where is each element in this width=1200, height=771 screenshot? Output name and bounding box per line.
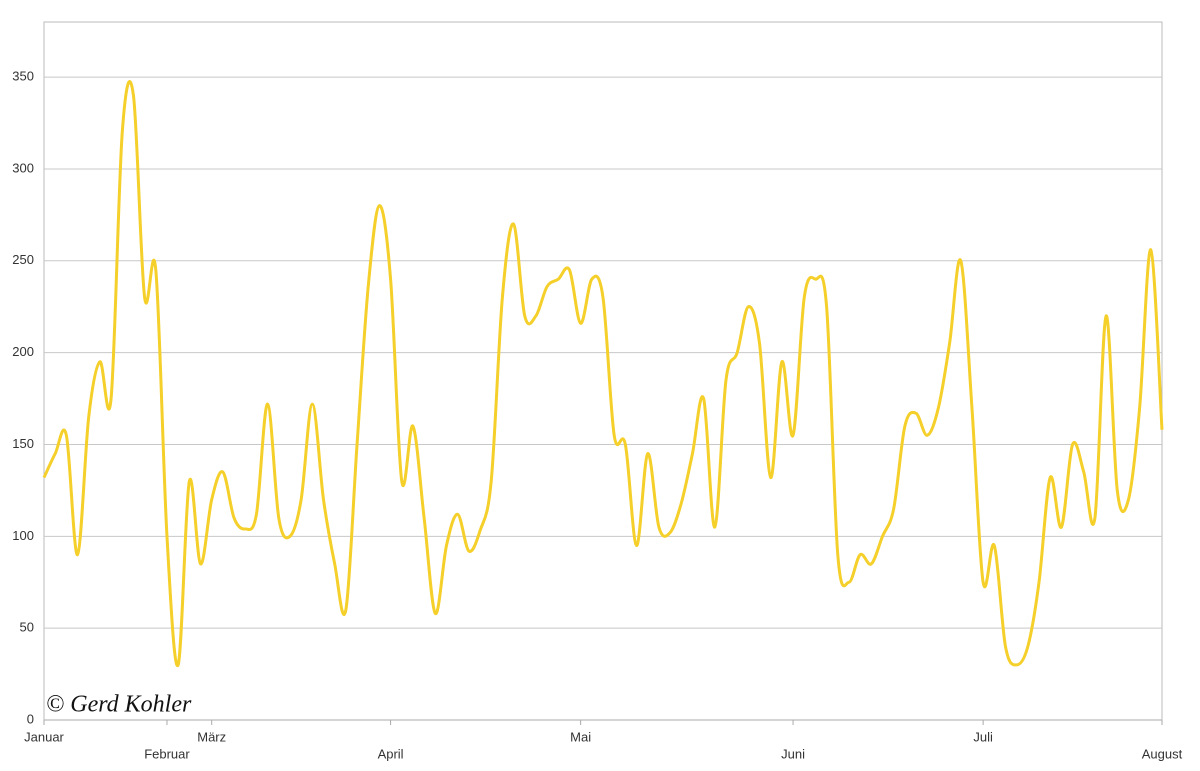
x-tick-label: März (197, 729, 226, 744)
x-tick-label: August (1142, 746, 1183, 761)
y-tick-label: 250 (12, 252, 34, 267)
y-tick-label: 150 (12, 436, 34, 451)
x-tick-label: Mai (570, 729, 591, 744)
plot-frame (43, 21, 1163, 721)
x-tick-label: Juni (781, 746, 805, 761)
x-tick-label: Februar (144, 746, 190, 761)
y-tick-label: 300 (12, 160, 34, 175)
y-tick-label: 350 (12, 69, 34, 84)
y-tick-label: 50 (20, 620, 34, 635)
x-tick-label: Juli (973, 729, 993, 744)
y-tick-label: 200 (12, 344, 34, 359)
y-tick-label: 100 (12, 528, 34, 543)
watermark: © Gerd Kohler (46, 692, 192, 718)
x-tick-label: Januar (24, 729, 64, 744)
x-tick-label: April (378, 746, 404, 761)
data-line (42, 80, 1164, 668)
y-tick-label: 0 (27, 711, 34, 726)
